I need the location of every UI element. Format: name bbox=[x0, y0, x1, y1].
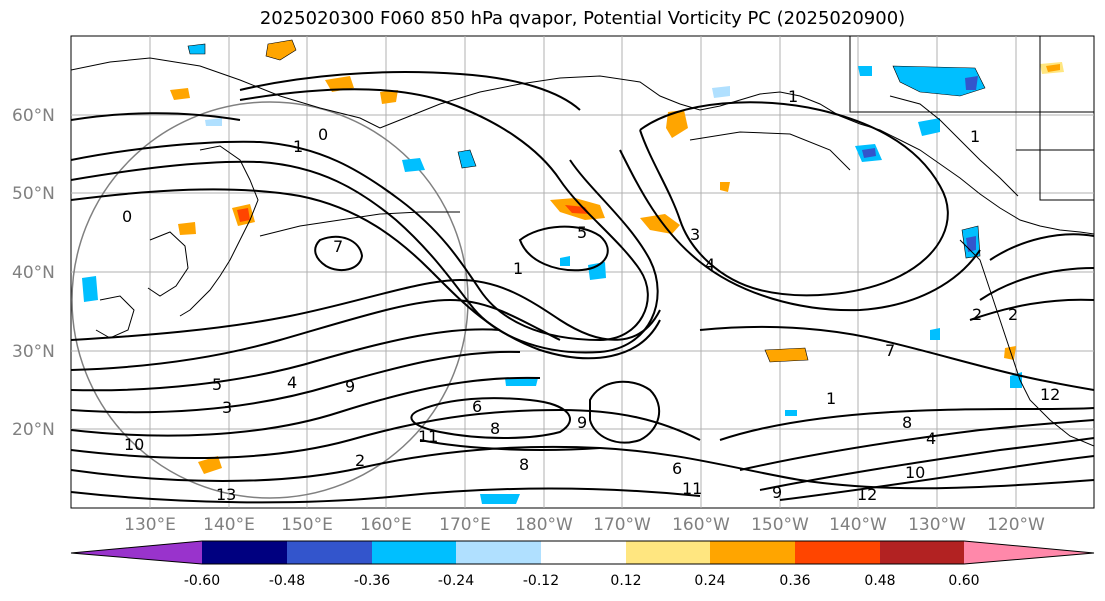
lat-label: 30°N bbox=[12, 342, 55, 362]
lon-label: 170°W bbox=[593, 515, 651, 535]
contour-label: 6 bbox=[472, 397, 482, 416]
contour-label: 12 bbox=[1040, 385, 1060, 404]
contour-label: 2 bbox=[1008, 305, 1018, 324]
lat-label: 60°N bbox=[12, 106, 55, 126]
lon-label: 130°E bbox=[124, 515, 176, 535]
contour-label: 0 bbox=[122, 207, 132, 226]
colorbar-segment bbox=[626, 541, 710, 564]
lon-label: 180°W bbox=[515, 515, 573, 535]
colorbar-tick-label: -0.12 bbox=[523, 573, 559, 589]
map-content: 0 1 5 1 3 4 1 1 0 7 5 4 3 9 10 11 8 6 13… bbox=[71, 36, 1094, 508]
contour-label: 7 bbox=[885, 341, 895, 360]
contour-label: 10 bbox=[124, 435, 144, 454]
contour-label: 8 bbox=[490, 419, 500, 438]
contour-label: 8 bbox=[519, 455, 529, 474]
lon-label: 170°E bbox=[439, 515, 491, 535]
colorbar-tick-label: 0.60 bbox=[948, 573, 979, 589]
contour-label: 1 bbox=[788, 87, 798, 106]
contour-label-group: 0 1 5 1 3 4 1 1 0 7 5 4 3 9 10 11 8 6 13… bbox=[122, 87, 1060, 504]
contour-label: 1 bbox=[513, 259, 523, 278]
contour-label: 4 bbox=[705, 255, 715, 274]
map-title: 2025020300 F060 850 hPa qvapor, Potentia… bbox=[259, 8, 906, 29]
lat-labels: 60°N 50°N 40°N 30°N 20°N bbox=[12, 106, 55, 440]
contour-label: 12 bbox=[857, 485, 877, 504]
colorbar-segment bbox=[372, 541, 456, 564]
contour-label: 2 bbox=[972, 305, 982, 324]
colorbar-segment bbox=[456, 541, 541, 564]
colorbar-segment bbox=[795, 541, 880, 564]
colorbar-segment bbox=[710, 541, 795, 564]
colorbar-tick-label: -0.36 bbox=[354, 573, 390, 589]
lon-label: 140°W bbox=[829, 515, 887, 535]
lon-label: 120°W bbox=[987, 515, 1045, 535]
contour-label: 4 bbox=[287, 373, 297, 392]
contour-label: 3 bbox=[690, 225, 700, 244]
lat-label: 50°N bbox=[12, 184, 55, 204]
contour-label: 1 bbox=[970, 127, 980, 146]
lon-label: 150°W bbox=[751, 515, 809, 535]
colorbar-segment bbox=[880, 541, 964, 564]
lon-label: 150°E bbox=[281, 515, 333, 535]
colorbar-segment bbox=[964, 541, 1094, 564]
colorbar-tick-label: 0.12 bbox=[610, 573, 641, 589]
contour-label: 1 bbox=[293, 137, 303, 156]
colorbar-tick-label: -0.24 bbox=[438, 573, 474, 589]
colorbar-segment bbox=[287, 541, 372, 564]
lon-label: 130°W bbox=[908, 515, 966, 535]
contour-label: 2 bbox=[355, 451, 365, 470]
colorbar-tick-label: 0.36 bbox=[779, 573, 810, 589]
contour-label: 5 bbox=[212, 375, 222, 394]
qvapor-shading bbox=[82, 39, 1064, 504]
lat-label: 20°N bbox=[12, 420, 55, 440]
contour-label: 9 bbox=[772, 483, 782, 502]
contour-label: 11 bbox=[418, 427, 438, 446]
colorbar-outline bbox=[70, 540, 1095, 565]
colorbar-segment bbox=[541, 541, 626, 564]
contour-label: 3 bbox=[222, 398, 232, 417]
colorbar-tick-label: -0.60 bbox=[184, 573, 220, 589]
colorbar-tick-label: 0.24 bbox=[694, 573, 725, 589]
colorbar-segment bbox=[202, 541, 287, 564]
pv-contours bbox=[71, 71, 1094, 504]
contour-label: 1 bbox=[826, 389, 836, 408]
contour-label: 6 bbox=[672, 459, 682, 478]
contour-label: 7 bbox=[333, 237, 343, 256]
colorbar-tick-label: -0.48 bbox=[269, 573, 305, 589]
lon-label: 160°E bbox=[360, 515, 412, 535]
lon-labels: 130°E 140°E 150°E 160°E 170°E 180°W 170°… bbox=[124, 515, 1045, 535]
contour-label: 9 bbox=[345, 377, 355, 396]
colorbar-tick-label: 0.48 bbox=[864, 573, 895, 589]
lat-label: 40°N bbox=[12, 263, 55, 283]
contour-label: 0 bbox=[318, 125, 328, 144]
contour-label: 8 bbox=[902, 413, 912, 432]
contour-label: 5 bbox=[577, 223, 587, 242]
contour-label: 9 bbox=[577, 413, 587, 432]
lon-label: 140°E bbox=[203, 515, 255, 535]
coastlines bbox=[71, 36, 1094, 447]
contour-label: 4 bbox=[926, 429, 936, 448]
colorbar: -0.60 -0.48 -0.36 -0.24 -0.12 0.12 0.24 … bbox=[70, 540, 1095, 589]
contour-label: 10 bbox=[905, 463, 925, 482]
contour-label: 13 bbox=[216, 485, 236, 504]
lon-label: 160°W bbox=[672, 515, 730, 535]
contour-label: 11 bbox=[682, 479, 702, 498]
colorbar-segment bbox=[71, 541, 202, 564]
